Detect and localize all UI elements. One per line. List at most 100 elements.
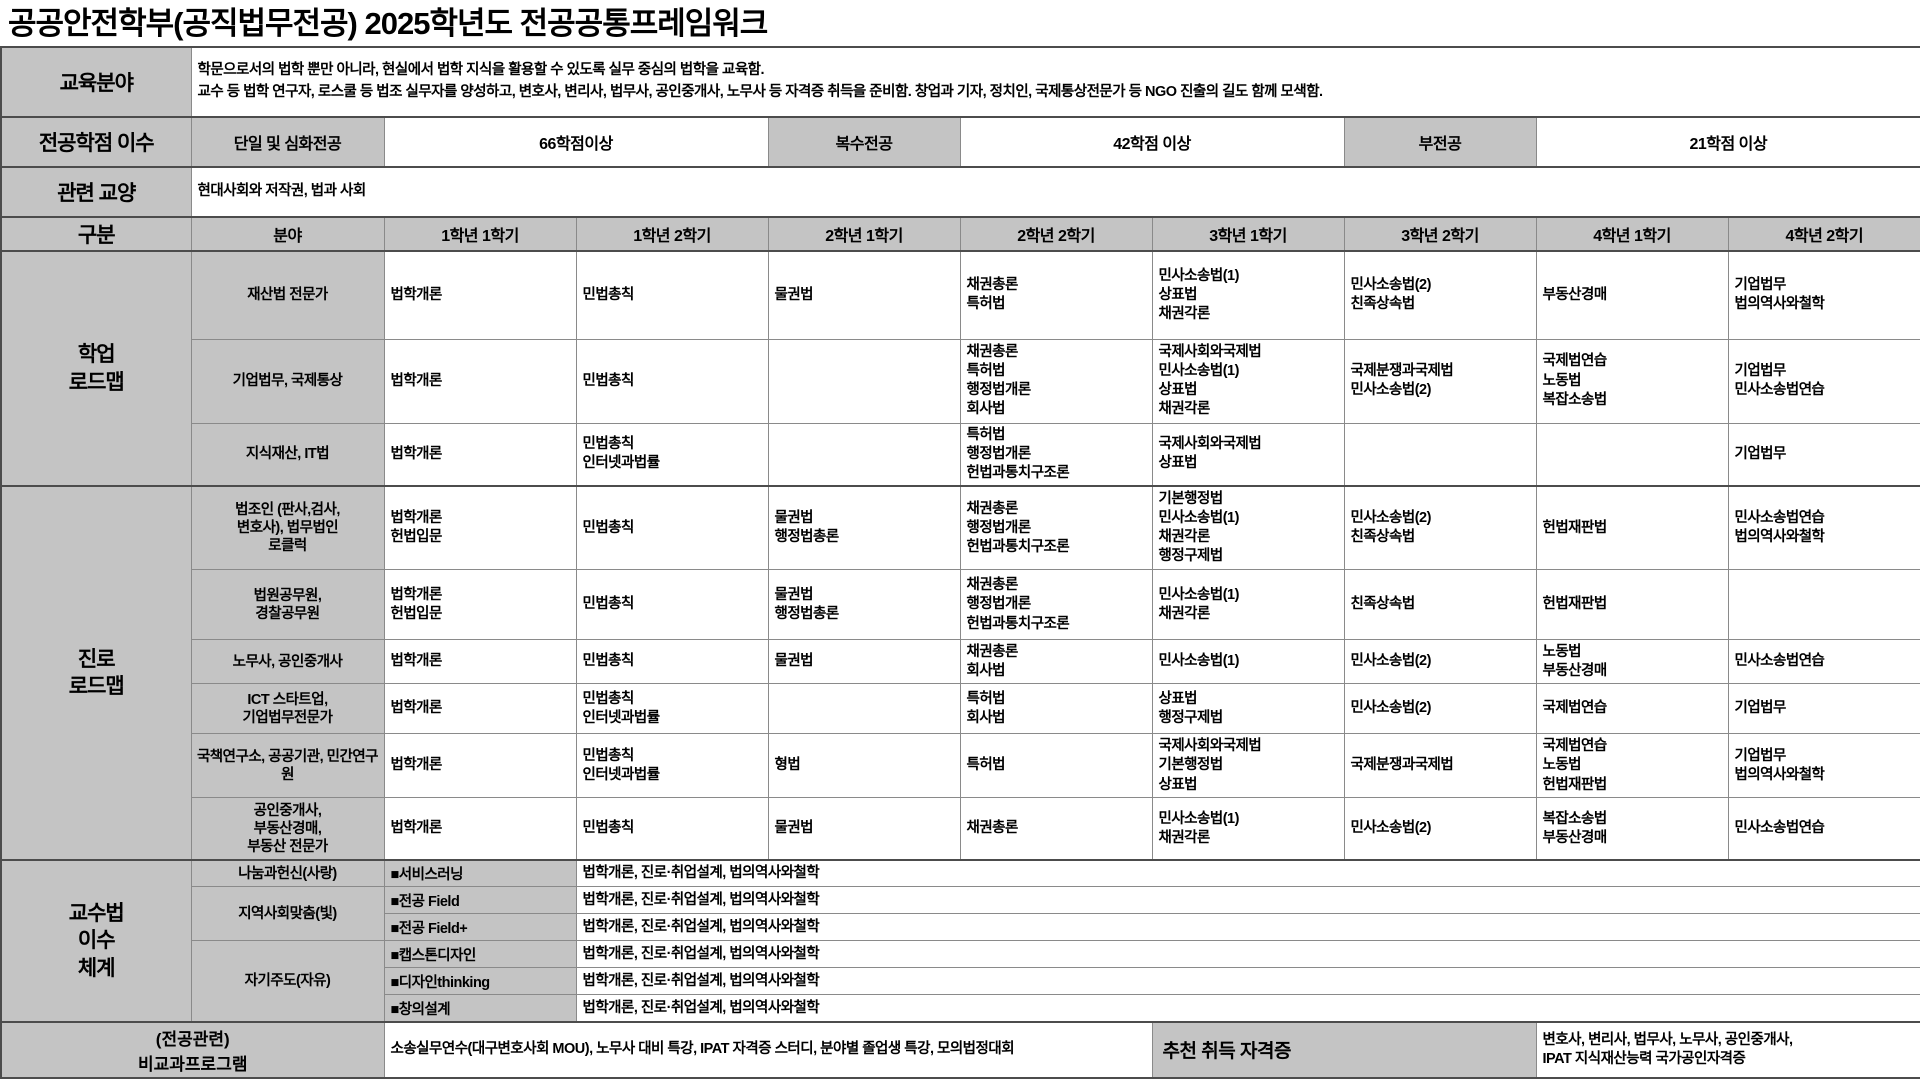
- field-label: 재산법 전문가: [190, 250, 385, 340]
- section-label-study: 학업 로드맵: [0, 250, 192, 487]
- teaching-program: ■전공 Field: [383, 886, 577, 915]
- course-cell: 채권총론 특허법: [959, 250, 1153, 340]
- course-cell: 민법총칙: [575, 639, 769, 685]
- course-cell: 물권법: [767, 250, 961, 340]
- course-cell: 민사소송법연습: [1727, 797, 1920, 861]
- teaching-row: ■전공 Field+ 법학개론, 진로·취업설계, 법의역사와철학: [1, 913, 1920, 942]
- course-cell: 헌법재판법: [1535, 569, 1729, 641]
- field-label: 법원공무원, 경찰공무원: [190, 569, 385, 641]
- course-cell: 민법총칙: [575, 484, 769, 571]
- study-roadmap-row: 지식재산, IT법 법학개론 민법총칙 인터넷과법률 특허법 행정법개론 헌법과통치구…: [1, 422, 1920, 487]
- career-roadmap-row: 진로 로드맵 법조인 (판사,검사, 변호사), 법무법인 로클럭 법학개론 헌법입…: [0, 484, 1920, 861]
- course-cell: 법학개론 헌법입문: [383, 484, 577, 571]
- course-cell: 국제법연습: [1535, 683, 1729, 735]
- single-major-label: 단일 및 심화전공: [190, 116, 385, 168]
- teaching-category: 지역사회맞춤(빛): [190, 886, 385, 942]
- course-cell: 특허법: [959, 733, 1153, 799]
- course-cell: 물권법: [767, 639, 961, 685]
- course-cell: 민법총칙 인터넷과법률: [575, 733, 769, 799]
- field-label: 지식재산, IT법: [190, 422, 385, 487]
- extracurricular-label: (전공관련) 비교과프로그램: [0, 1020, 385, 1079]
- course-cell: 국제법연습 노동법 헌법재판법: [1535, 733, 1729, 799]
- course-cell: 기업법무: [1727, 683, 1920, 735]
- course-cell: 민사소송법(1) 상표법 채권각론: [1151, 250, 1345, 340]
- semester-header: 3학년 1학기: [1151, 216, 1345, 252]
- field-label: 기업법무, 국제통상: [190, 338, 385, 424]
- course-cell: [1343, 422, 1537, 487]
- recommended-cert-list: 변호사, 변리사, 법무사, 노무사, 공인중개사, IPAT 지식재산능력 국…: [1535, 1020, 1920, 1079]
- teaching-program: ■창의설계: [383, 994, 577, 1023]
- semester-header: 1학년 2학기: [575, 216, 769, 252]
- teaching-category: 나눔과헌신(사랑): [190, 858, 385, 888]
- semester-header: 4학년 2학기: [1727, 216, 1920, 252]
- teaching-program: ■전공 Field+: [383, 913, 577, 942]
- career-roadmap-row: ICT 스타트업, 기업법무전문가 법학개론 민법총칙 인터넷과법률 특허법 회사법 상…: [1, 683, 1920, 735]
- teaching-courses: 법학개론, 진로·취업설계, 법의역사와철학: [575, 940, 1920, 969]
- education-field-row: 교육분야 학문으로서의 법학 뿐만 아니라, 현실에서 법학 지식을 활용할 수…: [0, 46, 1920, 118]
- field-label: 국책연구소, 공공기관, 민간연구원: [190, 733, 385, 799]
- course-cell: 친족상속법: [1343, 569, 1537, 641]
- course-cell: 민사소송법(2): [1343, 639, 1537, 685]
- course-cell: 물권법 행정법총론: [767, 484, 961, 571]
- semester-header: 2학년 1학기: [767, 216, 961, 252]
- course-cell: 노동법 부동산경매: [1535, 639, 1729, 685]
- course-cell: 민사소송법(2): [1343, 797, 1537, 861]
- semester-header: 4학년 1학기: [1535, 216, 1729, 252]
- section-label-teaching: 교수법 이수 체계: [0, 858, 192, 1023]
- course-cell: 법학개론: [383, 639, 577, 685]
- course-cell: 기업법무: [1727, 422, 1920, 487]
- course-cell: 기업법무 민사소송법연습: [1727, 338, 1920, 424]
- course-cell: 민법총칙: [575, 569, 769, 641]
- course-cell: 기업법무 법의역사와철학: [1727, 733, 1920, 799]
- teaching-program: ■캡스톤디자인: [383, 940, 577, 969]
- career-roadmap-row: 공인중개사, 부동산경매, 부동산 전문가 법학개론 민법총칙 물권법 채권총론 민사소송…: [1, 797, 1920, 861]
- course-cell: [1727, 569, 1920, 641]
- bunya-header: 분야: [190, 216, 385, 252]
- field-label: 노무사, 공인중개사: [190, 639, 385, 685]
- course-cell: 민법총칙 인터넷과법률: [575, 422, 769, 487]
- course-cell: 채권총론 특허법 행정법개론 회사법: [959, 338, 1153, 424]
- course-cell: 민사소송법(1) 채권각론: [1151, 797, 1345, 861]
- teaching-courses: 법학개론, 진로·취업설계, 법의역사와철학: [575, 886, 1920, 915]
- semester-header: 1학년 1학기: [383, 216, 577, 252]
- course-cell: 민법총칙: [575, 250, 769, 340]
- course-cell: 국제분쟁과국제법: [1343, 733, 1537, 799]
- course-cell: 민사소송법연습 법의역사와철학: [1727, 484, 1920, 571]
- field-label: ICT 스타트업, 기업법무전문가: [190, 683, 385, 735]
- course-cell: 국제사회와국제법 기본행정법 상표법: [1151, 733, 1345, 799]
- recommended-cert-label: 추천 취득 자격증: [1151, 1020, 1537, 1079]
- course-cell: 국제사회와국제법 민사소송법(1) 상표법 채권각론: [1151, 338, 1345, 424]
- teaching-program: ■서비스러닝: [383, 858, 577, 888]
- career-roadmap-row: 법원공무원, 경찰공무원 법학개론 헌법입문 민법총칙 물권법 행정법총론 채권총론 행…: [1, 569, 1920, 641]
- course-cell: 민사소송법(1) 채권각론: [1151, 569, 1345, 641]
- course-cell: 채권총론 행정법개론 헌법과통치구조론: [959, 484, 1153, 571]
- course-cell: 물권법 행정법총론: [767, 569, 961, 641]
- course-cell: 채권총론 행정법개론 헌법과통치구조론: [959, 569, 1153, 641]
- course-cell: 국제분쟁과국제법 민사소송법(2): [1343, 338, 1537, 424]
- course-cell: 부동산경매: [1535, 250, 1729, 340]
- field-label: 법조인 (판사,검사, 변호사), 법무법인 로클럭: [190, 484, 385, 571]
- course-cell: 복잡소송법 부동산경매: [1535, 797, 1729, 861]
- extracurricular-row: (전공관련) 비교과프로그램 소송실무연수(대구변호사회 MOU), 노무사 대…: [0, 1020, 1920, 1079]
- career-roadmap-row: 국책연구소, 공공기관, 민간연구원 법학개론 민법총칙 인터넷과법률 형법 특허법 국제…: [1, 733, 1920, 799]
- liberal-arts-value: 현대사회와 저작권, 법과 사회: [190, 166, 1920, 218]
- course-cell: [1535, 422, 1729, 487]
- course-cell: [767, 683, 961, 735]
- course-cell: 민사소송법(1): [1151, 639, 1345, 685]
- course-cell: 법학개론: [383, 422, 577, 487]
- career-roadmap-row: 노무사, 공인중개사 법학개론 민법총칙 물권법 채권총론 회사법 민사소송법(1) 민사소…: [1, 639, 1920, 685]
- teaching-courses: 법학개론, 진로·취업설계, 법의역사와철학: [575, 994, 1920, 1023]
- liberal-arts-row: 관련 교양 현대사회와 저작권, 법과 사회: [0, 166, 1920, 218]
- teaching-row: 자기주도(자유) ■캡스톤디자인 법학개론, 진로·취업설계, 법의역사와철학: [1, 940, 1920, 1023]
- course-cell: 상표법 행정구제법: [1151, 683, 1345, 735]
- credits-row: 전공학점 이수 단일 및 심화전공 66학점이상 복수전공 42학점 이상 부전…: [0, 116, 1920, 168]
- double-major-label: 복수전공: [767, 116, 961, 168]
- course-cell: 특허법 회사법: [959, 683, 1153, 735]
- semester-header: 2학년 2학기: [959, 216, 1153, 252]
- course-cell: 국제사회와국제법 상표법: [1151, 422, 1345, 487]
- teaching-row: 지역사회맞춤(빛) ■전공 Field 법학개론, 진로·취업설계, 법의역사와철학: [1, 886, 1920, 942]
- double-major-value: 42학점 이상: [959, 116, 1345, 168]
- course-cell: 민법총칙 인터넷과법률: [575, 683, 769, 735]
- course-cell: 형법: [767, 733, 961, 799]
- course-cell: 민사소송법연습: [1727, 639, 1920, 685]
